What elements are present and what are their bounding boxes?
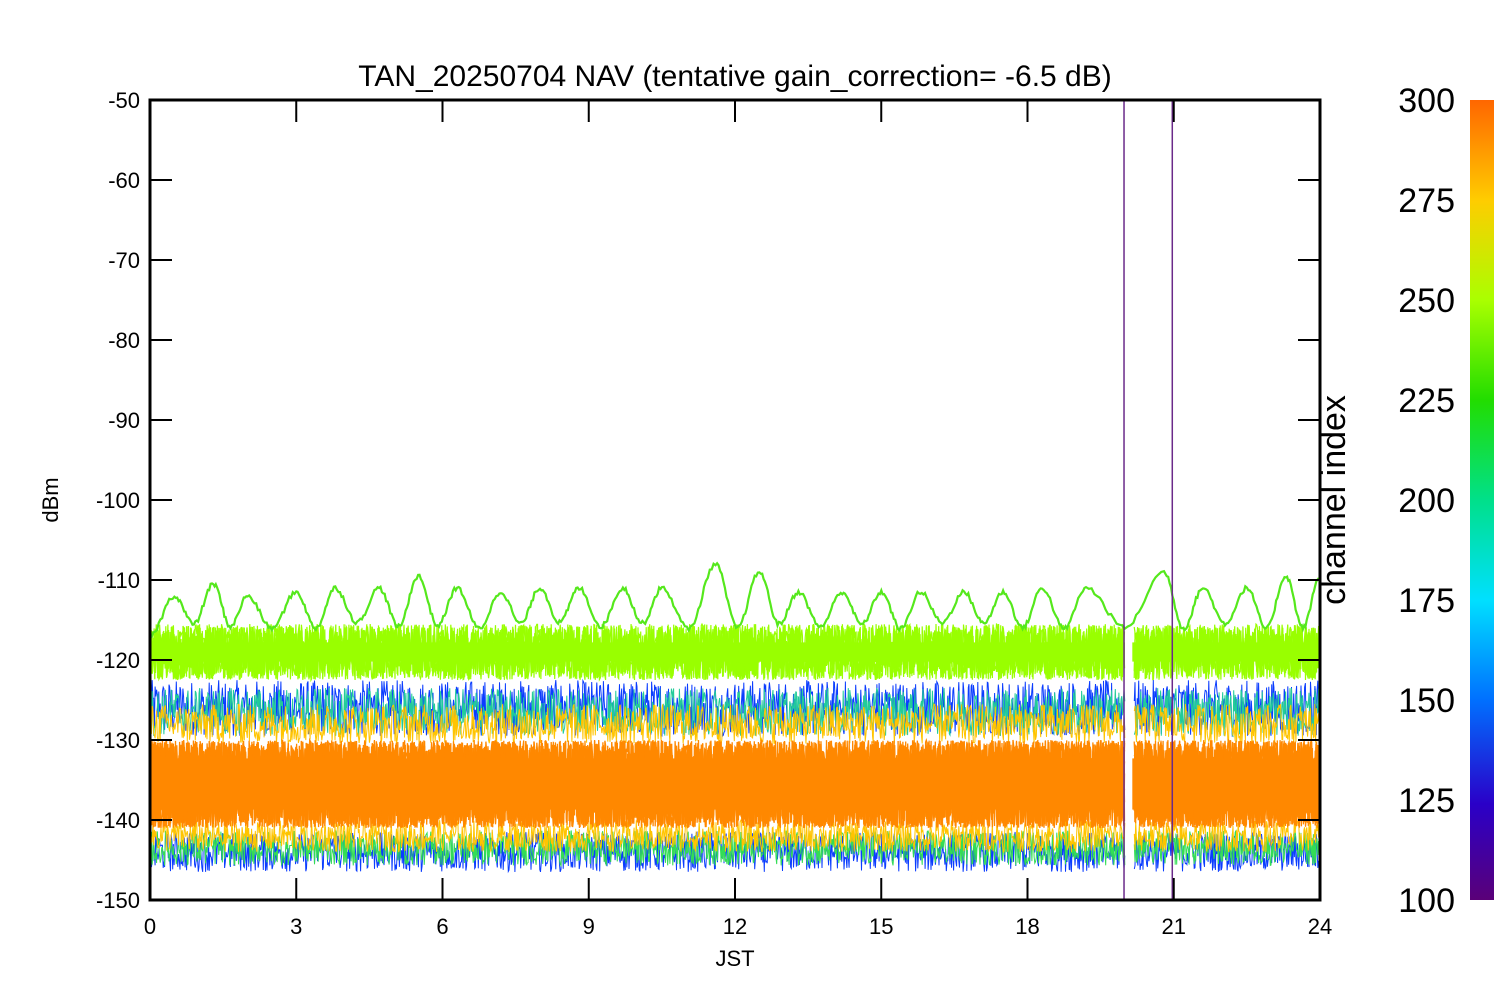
y-tick-label: -50 (108, 88, 140, 113)
colorbar (1470, 100, 1494, 900)
y-tick-label: -140 (96, 808, 140, 833)
colorbar-tick-label: 200 (1398, 482, 1455, 520)
colorbar-tick-label: 275 (1398, 182, 1455, 220)
bands-layer (150, 622, 1320, 874)
colorbar-tick-label: 150 (1398, 682, 1455, 720)
y-tick-label: -100 (96, 488, 140, 513)
colorbar-ticks: 300 275 250 225 200 175 150 125 100 (1398, 82, 1455, 920)
colorbar-tick-label: 125 (1398, 782, 1455, 820)
y-tick-label: -60 (108, 168, 140, 193)
x-tick-label: 15 (869, 914, 893, 939)
x-tick-label: 3 (290, 914, 302, 939)
x-tick-label: 0 (144, 914, 156, 939)
spikes-layer (1123, 100, 1174, 900)
colorbar-tick-label: 250 (1398, 282, 1455, 320)
upper-band-core (1132, 642, 1320, 662)
y-tick-label: -130 (96, 728, 140, 753)
chart-title: TAN_20250704 NAV (tentative gain_correct… (358, 60, 1112, 93)
x-tick-label: 21 (1162, 914, 1186, 939)
y-tick-label: -80 (108, 328, 140, 353)
y-tick-label: -110 (98, 568, 140, 593)
y-axis-label: dBm (38, 477, 63, 522)
trace-scattered-teal (150, 687, 1320, 738)
colorbar-tick-label: 100 (1398, 882, 1455, 920)
middle-band-core (150, 758, 1125, 810)
x-axis: 0 3 6 9 12 15 18 21 24 (144, 100, 1332, 939)
colorbar-tick-label: 225 (1398, 382, 1455, 420)
y-tick-label: -120 (96, 648, 140, 673)
plot-area (150, 100, 1320, 900)
colorbar-tick-label: 300 (1398, 82, 1455, 120)
x-tick-label: 6 (436, 914, 448, 939)
x-tick-label: 9 (583, 914, 595, 939)
periodic-channel-layer (150, 561, 1320, 639)
colorbar-tick-label: 175 (1398, 582, 1455, 620)
x-tick-label: 12 (723, 914, 747, 939)
y-tick-label: -150 (96, 888, 140, 913)
x-tick-label: 24 (1308, 914, 1332, 939)
trace-middle-yellow (150, 703, 1320, 745)
trace-lower-yellow (150, 818, 1320, 854)
y-tick-label: -90 (108, 408, 140, 433)
middle-band-core (1132, 758, 1320, 810)
colorbar-label: channel index (1315, 395, 1353, 605)
periodic-channel-trace (150, 561, 1320, 639)
upper-band-core (150, 642, 1125, 662)
x-tick-label: 18 (1015, 914, 1039, 939)
y-tick-label: -70 (108, 248, 140, 273)
y-axis: -50 -60 -70 -80 -90 -100 -110 -120 -130 -140 -150 (96, 88, 1320, 913)
x-axis-label: JST (715, 946, 754, 971)
